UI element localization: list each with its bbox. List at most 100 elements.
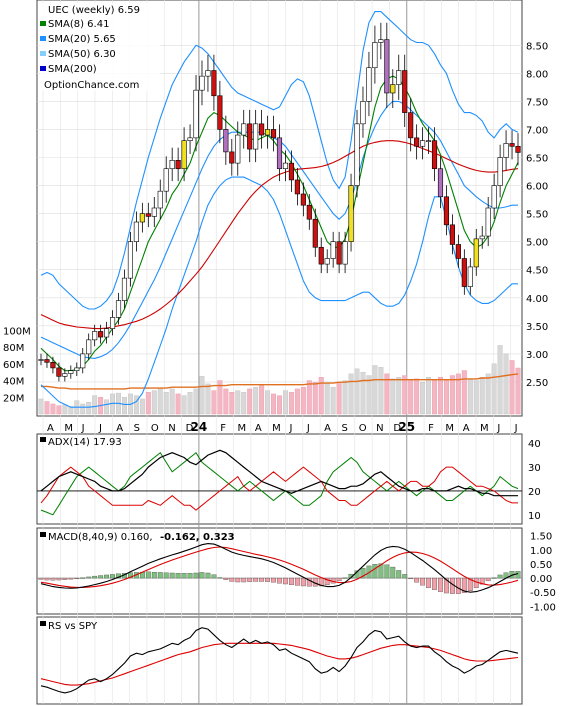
- macd-histogram-bar: [145, 571, 151, 579]
- x-tick-label: F: [428, 423, 434, 434]
- adx-title: ADX(14) 17.93: [48, 437, 122, 448]
- candle-body: [431, 140, 438, 170]
- volume-bar: [193, 388, 199, 415]
- macd-histogram-bar: [44, 577, 50, 581]
- macd-tick-label: 0.50: [530, 560, 552, 571]
- macd-histogram-bar: [104, 574, 110, 579]
- volume-bar: [324, 383, 330, 415]
- x-tick-label: S: [341, 423, 347, 434]
- volume-bar: [169, 388, 175, 415]
- legend-sma8: SMA(8) 6.41: [48, 19, 109, 30]
- rs-line: [40, 627, 519, 694]
- candle-body: [217, 95, 223, 130]
- volume-bar: [461, 370, 467, 415]
- volume-bar: [330, 387, 336, 415]
- x-tick-label: J: [81, 423, 85, 434]
- adx-tick-label: 10: [528, 511, 541, 522]
- macd-signal-value: -0.162,: [160, 532, 200, 543]
- candle-body: [414, 137, 420, 147]
- macd-hist-value: 0.323: [203, 532, 235, 543]
- candle-body: [485, 207, 491, 237]
- candle-body: [38, 359, 44, 361]
- candle-body: [336, 241, 342, 265]
- adx-minus-di-line: [40, 466, 518, 511]
- macd-histogram-bar: [294, 577, 300, 586]
- volume-bar: [491, 363, 497, 415]
- volume-bar: [426, 377, 432, 415]
- candle-body: [491, 185, 497, 209]
- x-tick-label: N: [168, 423, 175, 434]
- x-tick-label: 25: [398, 420, 415, 434]
- candle-body: [86, 339, 92, 355]
- macd-histogram-bar: [420, 577, 426, 586]
- macd-histogram-bar: [408, 577, 414, 580]
- candle-body: [68, 370, 74, 374]
- volume-bar: [294, 388, 300, 415]
- candle-body: [115, 300, 122, 318]
- candle-body: [396, 70, 402, 85]
- price-tick-label: 8.50: [526, 41, 548, 52]
- macd-histogram-bar: [110, 574, 115, 579]
- volume-bar: [467, 378, 473, 415]
- price-tick-label: 4.00: [526, 294, 548, 305]
- x-tick-label: O: [151, 423, 159, 434]
- volume-bar: [259, 385, 265, 415]
- macd-histogram-bar: [199, 572, 205, 579]
- macd-histogram-bar: [205, 572, 211, 579]
- macd-histogram-bar: [336, 577, 342, 582]
- macd-tick-label: -1.00: [530, 602, 556, 613]
- macd-tick-label: -0.50: [530, 588, 556, 599]
- candle-body: [437, 168, 444, 198]
- volume-tick-label: 40M: [3, 377, 24, 388]
- volume-bar: [253, 387, 259, 415]
- macd-histogram-bar: [342, 577, 348, 579]
- candle-body: [276, 137, 283, 170]
- x-tick-label: 24: [191, 420, 208, 434]
- macd-line: [40, 543, 519, 593]
- volume-bar: [509, 360, 515, 415]
- bollinger-upper-line: [40, 11, 519, 310]
- candle-body: [318, 246, 324, 265]
- macd-histogram-bar: [241, 577, 247, 583]
- macd-histogram-bar: [455, 577, 461, 594]
- volume-bar: [145, 392, 151, 415]
- volume-bar: [211, 390, 217, 415]
- candle-body: [461, 258, 467, 287]
- volume-bar: [139, 398, 145, 415]
- volume-bar: [92, 395, 98, 415]
- candle-body: [169, 160, 175, 170]
- volume-bar: [432, 380, 437, 415]
- volume-average-line: [41, 373, 519, 390]
- macd-histogram-bar: [515, 571, 521, 579]
- macd-histogram-bar: [366, 565, 372, 579]
- legend-swatch-sma8: [40, 21, 46, 26]
- candle-body: [193, 89, 199, 139]
- macd-histogram-bar: [378, 563, 384, 579]
- candle-body: [181, 140, 187, 170]
- candle-body: [360, 101, 366, 125]
- x-tick-label: A: [255, 423, 262, 434]
- candle-body: [390, 84, 396, 94]
- volume-bar: [223, 388, 229, 415]
- rs-average-line: [40, 642, 519, 686]
- candle-body: [109, 317, 116, 329]
- x-tick-label: D: [186, 423, 194, 434]
- candle-body: [241, 123, 247, 136]
- macd-histogram-bar: [56, 577, 62, 581]
- volume-bar: [342, 380, 348, 415]
- volume-layer: [38, 345, 521, 594]
- volume-bar: [44, 401, 50, 415]
- candle-body: [127, 241, 134, 279]
- volume-bar: [50, 403, 56, 415]
- price-tick-label: 2.50: [526, 378, 548, 389]
- candle-body: [366, 67, 372, 102]
- price-tick-label: 7.50: [526, 97, 548, 108]
- candle-body: [235, 134, 241, 164]
- volume-bar: [68, 406, 74, 415]
- macd-histogram-bar: [217, 577, 223, 579]
- volume-tick-label: 100M: [3, 326, 31, 337]
- volume-bar: [312, 382, 318, 415]
- volume-bar: [38, 398, 44, 415]
- candle-body: [50, 362, 56, 369]
- volume-bar: [396, 377, 402, 415]
